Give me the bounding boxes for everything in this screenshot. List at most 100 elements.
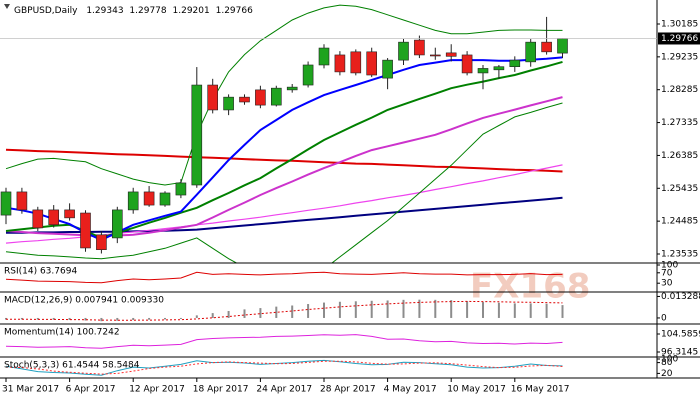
indicator-line bbox=[5, 271, 563, 284]
candle-body bbox=[286, 86, 298, 91]
y-tick-label: 20 bbox=[661, 369, 673, 379]
y-tick-label: 1.29235 bbox=[661, 52, 698, 62]
macd-bar bbox=[450, 300, 453, 318]
macd-bar bbox=[164, 317, 166, 320]
macd-bar bbox=[323, 302, 325, 318]
main-header: GBPUSD,Daily 1.29343 1.29778 1.29201 1.2… bbox=[14, 6, 253, 16]
high-value: 1.29778 bbox=[129, 6, 166, 16]
candle-body bbox=[557, 38, 568, 54]
indicator-line bbox=[5, 360, 563, 375]
x-tick-label: 24 Apr 2017 bbox=[256, 385, 312, 395]
macd-bar bbox=[52, 317, 55, 320]
symbol-title: GBPUSD,Daily bbox=[14, 6, 78, 16]
y-tick-label: 100 bbox=[661, 355, 678, 365]
candle-body bbox=[127, 191, 139, 211]
macd-bar bbox=[132, 317, 135, 321]
candle-body bbox=[429, 54, 441, 57]
macd-bar bbox=[386, 300, 389, 318]
indicator-line bbox=[5, 359, 563, 376]
candle-body bbox=[477, 68, 489, 74]
y-tick-label: 1.25435 bbox=[661, 184, 698, 194]
candle-body bbox=[414, 39, 425, 56]
y-tick-label: 1.26385 bbox=[661, 151, 698, 161]
candle-body bbox=[0, 191, 12, 216]
low-value: 1.29201 bbox=[173, 6, 210, 16]
candle-body bbox=[207, 84, 218, 111]
macd-bar bbox=[148, 317, 151, 320]
y-tick-label: 1.28285 bbox=[661, 85, 698, 95]
candle-body bbox=[96, 234, 107, 250]
indicator-line bbox=[5, 102, 563, 263]
candle-body bbox=[382, 59, 393, 79]
panel-plot bbox=[5, 299, 564, 322]
y-tick-label: 100 bbox=[661, 261, 678, 271]
open-value: 1.29343 bbox=[86, 6, 123, 16]
macd-bar bbox=[227, 310, 230, 318]
watermark: FX168 bbox=[470, 267, 590, 307]
macd-bar bbox=[84, 317, 87, 321]
x-tick-label: 12 Apr 2017 bbox=[129, 385, 185, 395]
macd-bar bbox=[513, 303, 516, 318]
macd-bar bbox=[338, 301, 341, 318]
panel-plot bbox=[5, 334, 563, 349]
panel-title: RSI(14) 63.7694 bbox=[4, 267, 77, 277]
candle-body bbox=[191, 84, 203, 186]
macd-bar bbox=[211, 313, 214, 318]
panel-title: Stoch(5,3,3) 61.4544 58.5484 bbox=[4, 361, 140, 371]
candle-body bbox=[159, 192, 171, 206]
y-tick-label: 1.23535 bbox=[661, 250, 698, 260]
macd-bar bbox=[545, 303, 548, 318]
close-value: 1.29766 bbox=[216, 6, 253, 16]
candle-body bbox=[334, 54, 346, 73]
candle-body bbox=[239, 96, 250, 103]
frame bbox=[0, 0, 700, 379]
y-tick-label: 1.30185 bbox=[661, 19, 698, 29]
indicator-line bbox=[5, 334, 563, 349]
macd-bar bbox=[68, 317, 71, 320]
macd-bar bbox=[20, 317, 23, 320]
macd-bar bbox=[482, 302, 484, 318]
plots bbox=[0, 4, 568, 376]
candle-body bbox=[175, 182, 187, 196]
y-tick-label: 30 bbox=[661, 279, 673, 289]
indicator-line bbox=[6, 300, 563, 321]
y-tick-label: 1.24485 bbox=[661, 217, 698, 227]
macd-bar bbox=[529, 303, 532, 318]
candle-body bbox=[270, 87, 282, 106]
macd-bar bbox=[497, 302, 500, 318]
candle-body bbox=[509, 59, 521, 68]
y-tick-label: 80 bbox=[661, 358, 673, 368]
candle-body bbox=[48, 209, 60, 226]
macd-bar bbox=[434, 299, 437, 318]
y-tick-label: 96.3145 bbox=[661, 348, 698, 358]
indicator-line bbox=[6, 196, 563, 234]
macd-bar bbox=[259, 308, 262, 318]
panel-plot bbox=[0, 4, 568, 263]
macd-bar bbox=[466, 301, 469, 318]
y-tick-label: 0 bbox=[661, 313, 667, 323]
x-tick-label: 16 May 2017 bbox=[511, 385, 570, 395]
panel-title: MACD(12,26,9) 0.007941 0.009330 bbox=[4, 296, 164, 306]
y-tick-label: 70 bbox=[661, 268, 673, 278]
candle-body bbox=[366, 51, 378, 76]
macd-bar bbox=[179, 317, 182, 319]
macd-bar bbox=[116, 317, 119, 321]
candle-body bbox=[398, 41, 409, 61]
x-tick-label: 31 Mar 2017 bbox=[2, 385, 59, 395]
x-tick-label: 6 Apr 2017 bbox=[66, 385, 116, 395]
last-price-box bbox=[658, 32, 700, 45]
macd-bar bbox=[36, 317, 39, 320]
y-tick-label: 0.013288 bbox=[661, 292, 700, 302]
candle-body bbox=[112, 209, 123, 239]
candle-body bbox=[302, 64, 314, 86]
panel-plot bbox=[5, 271, 563, 284]
indicator-line bbox=[5, 148, 563, 173]
macd-bar bbox=[354, 301, 357, 318]
candle-body bbox=[143, 191, 155, 206]
panel-title: Momentum(14) 100.7242 bbox=[4, 328, 120, 338]
macd-bar bbox=[370, 300, 373, 318]
x-tick-label: 10 May 2017 bbox=[447, 385, 506, 395]
macd-bar bbox=[402, 299, 405, 318]
indicator-line bbox=[5, 4, 563, 186]
